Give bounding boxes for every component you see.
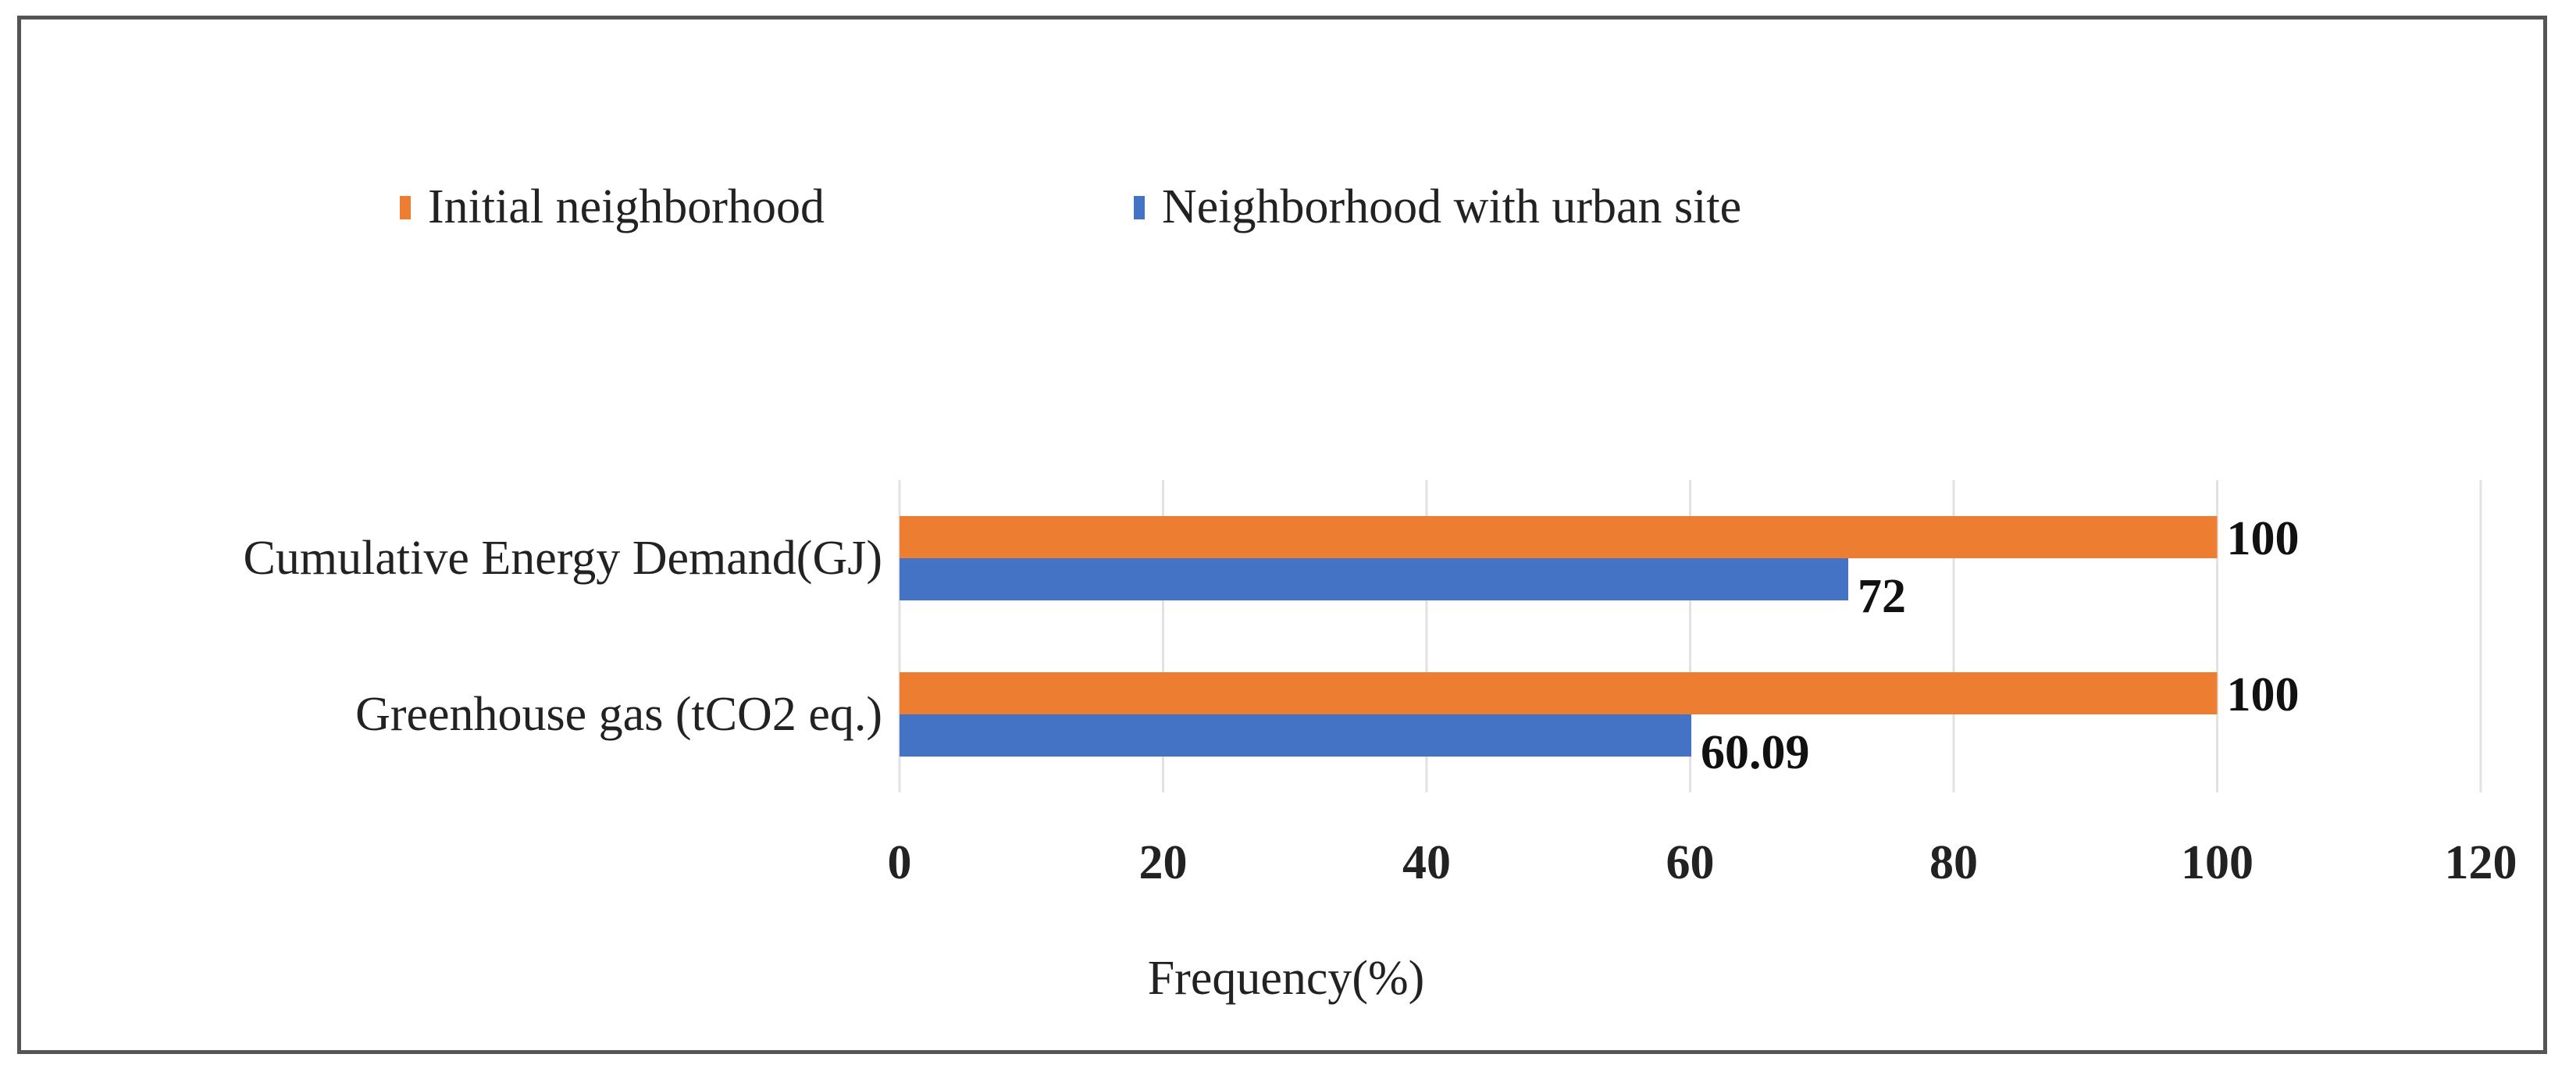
legend-label-initial: Initial neighborhood [428,180,825,233]
legend-swatch-initial [400,195,411,219]
x-tick-label-120: 120 [2445,836,2517,889]
x-tick-labels: 0 20 40 60 80 100 120 [888,836,2517,889]
chart-frame: Initial neighborhood Neighborhood with u… [17,16,2547,1054]
x-axis-title: Frequency(%) [1148,952,1425,1005]
category-label-0: Greenhouse gas (tCO2 eq.) [355,688,882,741]
bar-initial-1 [900,516,2218,558]
bars [900,516,2218,757]
legend-item-initial: Initial neighborhood [400,180,825,235]
bar-urban-site-0 [900,714,1692,757]
legend-swatch-urban-site [1134,195,1145,219]
x-tick-label-60: 60 [1666,836,1715,889]
data-label-initial-0: 100 [2227,668,2300,721]
data-labels: 100 60.09 100 72 [1701,512,2299,779]
x-tick-label-100: 100 [2181,836,2254,889]
x-tick-label-40: 40 [1402,836,1451,889]
x-tick-label-0: 0 [888,836,912,889]
bar-urban-site-1 [900,558,1848,600]
data-label-initial-1: 100 [2227,512,2300,565]
bar-initial-0 [900,672,2218,714]
x-tick-label-20: 20 [1139,836,1188,889]
data-label-urban-site-0: 60.09 [1701,726,1810,779]
bar-chart: Greenhouse gas (tCO2 eq.) Cumulative Ener… [244,480,2517,1005]
category-labels: Greenhouse gas (tCO2 eq.) Cumulative Ener… [244,532,882,741]
legend-item-urban-site: Neighborhood with urban site [1134,180,1741,235]
legend-label-urban-site: Neighborhood with urban site [1162,180,1742,233]
x-tick-label-80: 80 [1929,836,1978,889]
data-label-urban-site-1: 72 [1858,570,1906,623]
category-label-1: Cumulative Energy Demand(GJ) [244,532,882,585]
